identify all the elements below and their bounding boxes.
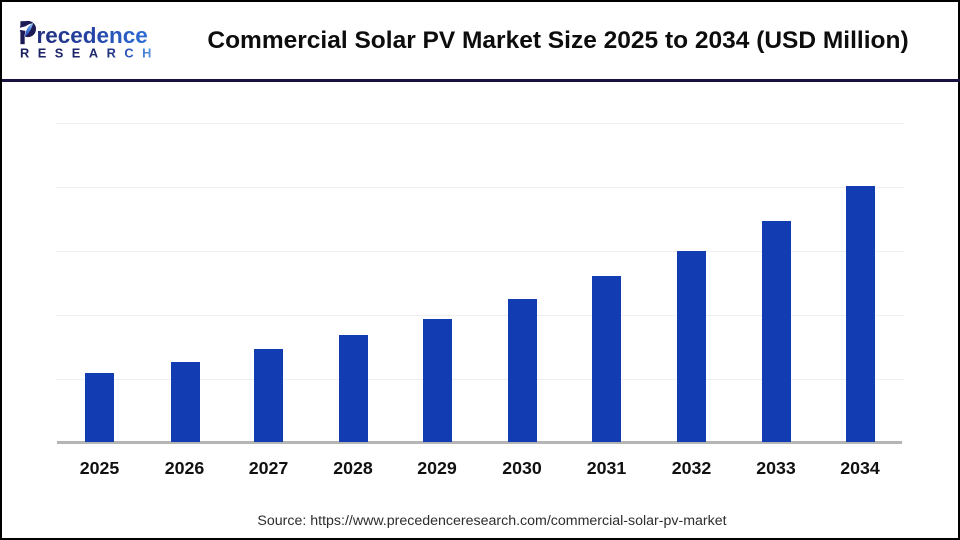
svg-text:RESEARCH: RESEARCH — [20, 46, 160, 61]
svg-text:recedence: recedence — [37, 23, 148, 48]
